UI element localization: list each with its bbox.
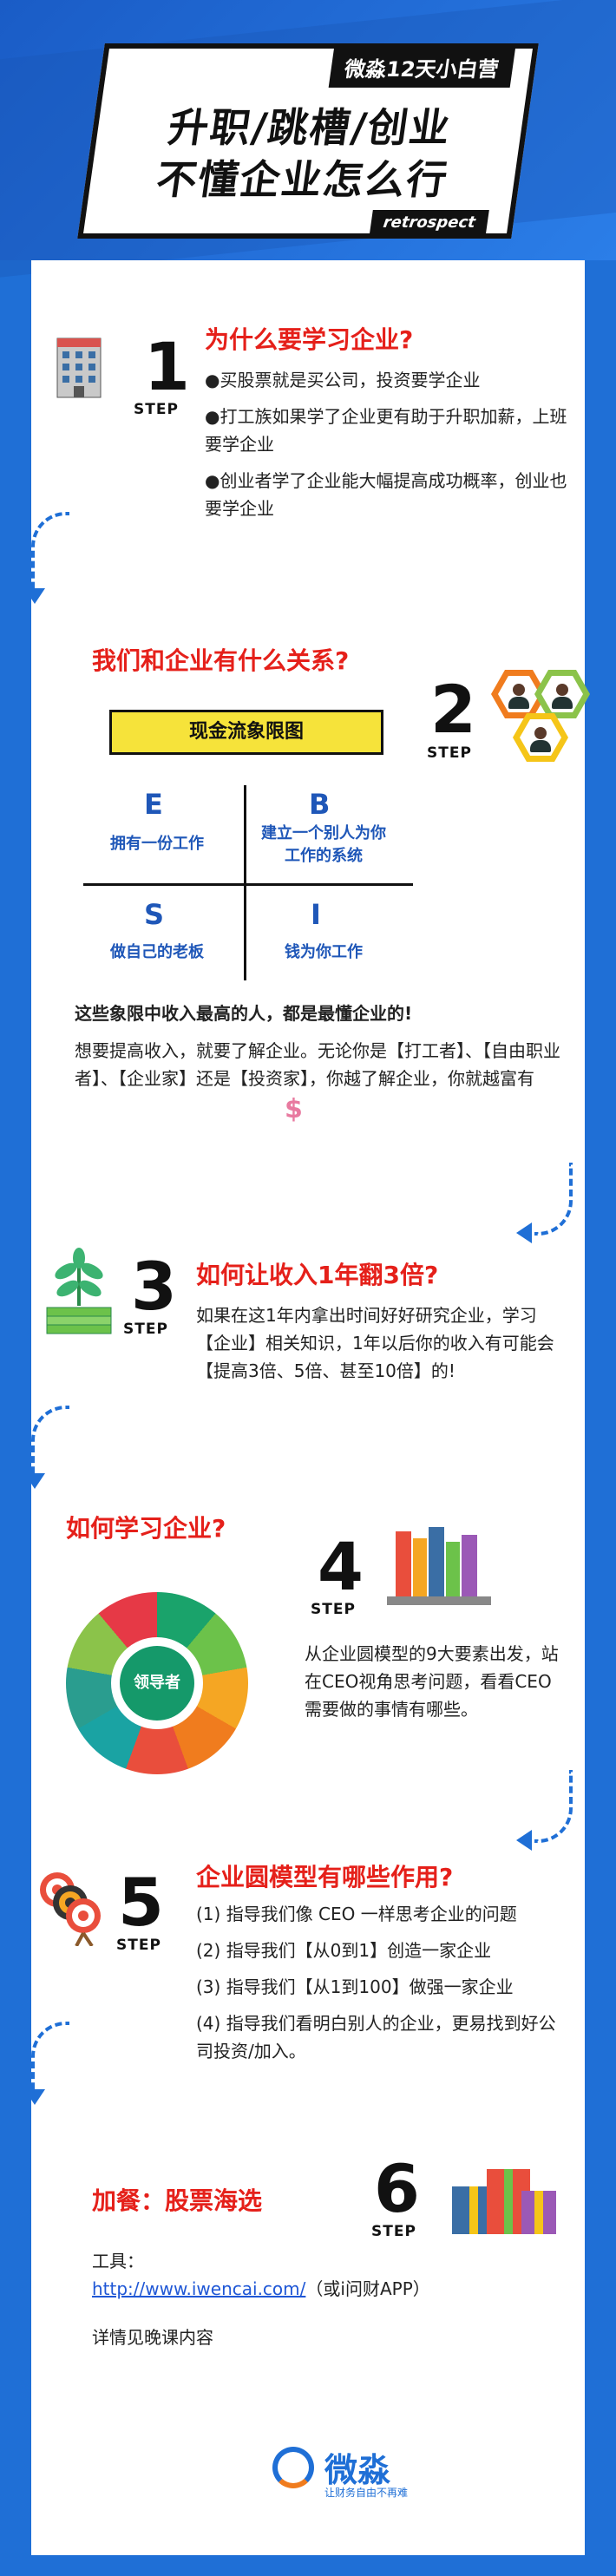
step4-title: 如何学习企业? (66, 1514, 226, 1543)
cashflow-title: 现金流象限图 (109, 710, 383, 755)
arrow-connector (31, 2022, 69, 2094)
arrow-head (24, 588, 45, 604)
building-icon (56, 338, 102, 398)
step1-bullet: ●买股票就是买公司，投资要学企业 (205, 370, 481, 390)
quadrant-letter-b: B (309, 788, 331, 821)
arrow-head (24, 1473, 45, 1489)
arrow-head (516, 1222, 532, 1243)
quadrant-text-b: 建立一个别人为你工作的系统 (261, 824, 386, 865)
step1-title: 为什么要学习企业? (205, 325, 414, 354)
step2-title: 我们和企业有什么关系? (92, 646, 350, 675)
enterprise-circle-model: 领导者 (66, 1592, 248, 1774)
iwencai-link[interactable]: http://www.iwencai.com/ (92, 2278, 306, 2299)
step1-number: 1 (144, 328, 190, 405)
step5-item: (3) 指导我们【从1到100】做强一家企业 (196, 1976, 514, 1997)
title-line-1: 升职/跳槽/创业 (165, 104, 455, 151)
quadrant-divider (244, 785, 246, 980)
arrow-connector (534, 1163, 573, 1236)
step1-bullets: ●买股票就是买公司，投资要学企业 ●打工族如果学了企业更有助于升职加薪，上班要学… (205, 366, 569, 531)
gift-icon (452, 2169, 556, 2234)
title-line-2: 不懂企业怎么行 (153, 156, 452, 203)
step2-number: 2 (430, 671, 476, 748)
brand-slogan: 让财务自由不再难 (324, 2487, 409, 2499)
step2-bold-note: 这些象限中收入最高的人，都是最懂企业的! (75, 1003, 413, 1024)
step6-tool-label: 工具： (92, 2251, 144, 2271)
step3-paragraph: 如果在这1年内拿出时间好好研究企业，学习【企业】相关知识，1年以后你的收入有可能… (196, 1305, 554, 1381)
quadrant-text-e: 拥有一份工作 (110, 835, 204, 853)
step5-item: (2) 指导我们【从0到1】创造一家企业 (196, 1940, 492, 1961)
step3-step-label: STEP (123, 1321, 168, 1338)
step5-item: (4) 指导我们看明白别人的企业，更易找到好公司投资/加入。 (196, 2013, 556, 2061)
step4-number: 4 (318, 1528, 364, 1605)
header-subtitle: retrospect (369, 210, 489, 235)
avatar-hex-icon (513, 713, 568, 762)
link-suffix: （或i问财APP） (305, 2278, 430, 2299)
quadrant-text-s: 做自己的老板 (110, 943, 204, 961)
step2-step-label: STEP (427, 744, 472, 762)
books-icon (387, 1527, 491, 1605)
step5-step-label: STEP (116, 1937, 161, 1954)
step5-number: 5 (118, 1864, 164, 1941)
step5-title: 企业圆模型有哪些作用? (196, 1863, 454, 1891)
step6-link-row: http://www.iwencai.com/（或i问财APP） (92, 2275, 543, 2303)
step5-list: (1) 指导我们像 CEO 一样思考企业的问题 (2) 指导我们【从0到1】创造… (196, 1900, 569, 2074)
step1-step-label: STEP (134, 401, 179, 418)
wheel-hub: 领导者 (111, 1637, 203, 1729)
step6-step-label: STEP (371, 2223, 416, 2240)
step6-note: 详情见晚课内容 (92, 2327, 213, 2348)
step1-bullet: ●打工族如果学了企业更有助于升职加薪，上班要学企业 (205, 406, 567, 455)
arrow-connector (31, 512, 69, 593)
avatar-hex-icon (534, 670, 590, 718)
step1-bullet: ●创业者学了企业能大幅提高成功概率，创业也要学企业 (205, 470, 567, 519)
step2-paragraph: 想要提高收入，就要了解企业。无论你是【打工者】、【自由职业者】、【企业家】还是【… (75, 1040, 560, 1089)
step4-paragraph: 从企业圆模型的9大要素出发，站在CEO视角思考问题，看看CEO需要做的事情有哪些… (305, 1643, 559, 1720)
content-card: 1 STEP 为什么要学习企业? ●买股票就是买公司，投资要学企业 ●打工族如果… (24, 260, 590, 2555)
step3-title: 如何让收入1年翻3倍? (196, 1261, 439, 1289)
step5-item: (1) 指导我们像 CEO 一样思考企业的问题 (196, 1904, 517, 1924)
header-banner: 微淼12天小白营 升职/跳槽/创业 不懂企业怎么行 retrospect (0, 0, 616, 282)
brand-logo-icon (272, 2447, 314, 2488)
money-plant-icon (46, 1248, 112, 1334)
arrow-head (24, 2089, 45, 2105)
brand-name: 微淼 (324, 2451, 391, 2489)
quadrant-letter-i: I (311, 898, 321, 931)
quadrant-letter-e: E (144, 788, 163, 821)
step3-number: 3 (131, 1248, 177, 1325)
avatar-hex-icon (491, 670, 547, 718)
dollar-icon: $ (285, 1094, 303, 1123)
target-icon (40, 1872, 101, 1946)
step6-title: 加餐：股票海选 (92, 2186, 263, 2215)
svg-text:$: $ (285, 1094, 303, 1123)
arrow-connector (31, 1406, 69, 1478)
step4-step-label: STEP (311, 1601, 356, 1618)
wheel-center-label: 领导者 (120, 1646, 194, 1721)
step6-number: 6 (374, 2150, 420, 2227)
quadrant-divider (83, 883, 413, 886)
arrow-head (516, 1830, 532, 1851)
title-box: 微淼12天小白营 升职/跳槽/创业 不懂企业怎么行 retrospect (77, 43, 539, 239)
header-tag: 微淼12天小白营 (328, 47, 516, 88)
quadrant-letter-s: S (144, 898, 165, 931)
arrow-connector (534, 1770, 573, 1843)
quadrant-text-i: 钱为你工作 (285, 943, 363, 961)
